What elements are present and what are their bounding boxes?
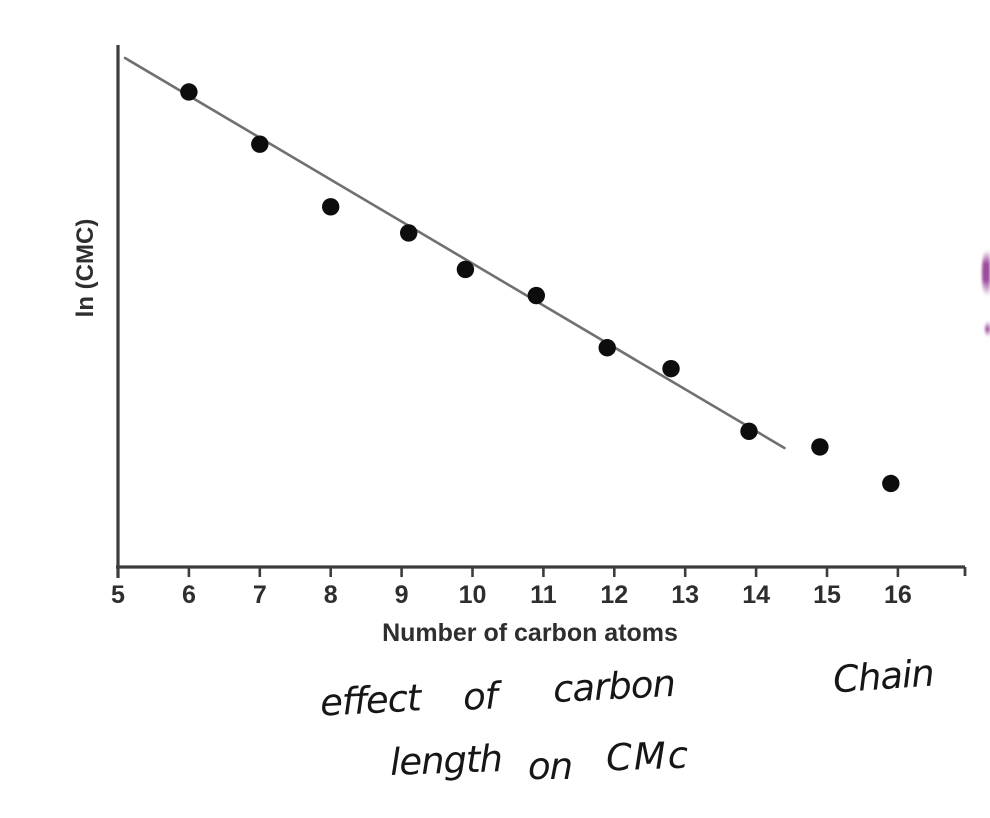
caption-word: effect bbox=[318, 676, 422, 725]
caption-word: Chain bbox=[831, 651, 936, 702]
purple-sliver-artifact bbox=[985, 321, 990, 337]
purple-sliver-artifact bbox=[982, 250, 990, 296]
x-tick-label: 10 bbox=[459, 581, 487, 609]
caption-word: on bbox=[528, 745, 573, 788]
caption-word: of bbox=[462, 674, 498, 719]
x-tick-label: 15 bbox=[813, 581, 841, 609]
x-tick-label: 14 bbox=[742, 581, 770, 609]
x-tick-label: 16 bbox=[884, 581, 912, 609]
caption-word: CMc bbox=[605, 733, 691, 780]
data-point bbox=[322, 198, 340, 216]
data-point bbox=[456, 260, 475, 279]
x-tick-label: 11 bbox=[530, 581, 557, 609]
data-point bbox=[740, 422, 758, 440]
data-point bbox=[882, 474, 900, 493]
caption-word: carbon bbox=[551, 661, 676, 712]
data-point bbox=[527, 286, 546, 305]
x-tick-label: 5 bbox=[111, 581, 125, 609]
x-tick-label: 9 bbox=[395, 581, 409, 609]
cmc-scatter-chart: 5 6 7 8 9 10 11 12 13 14 15 16 Number of carbon atom… bbox=[72, 45, 967, 647]
x-tick-label: 13 bbox=[671, 581, 699, 609]
x-tick-label: 6 bbox=[182, 581, 196, 609]
caption-word: length bbox=[389, 737, 503, 784]
data-point bbox=[598, 339, 616, 357]
data-point bbox=[180, 83, 198, 101]
data-point bbox=[399, 224, 418, 242]
x-tick-label: 7 bbox=[253, 581, 267, 609]
x-axis-label: Number of carbon atoms bbox=[382, 619, 678, 647]
data-point bbox=[662, 359, 680, 378]
x-tick-label: 8 bbox=[324, 581, 338, 609]
x-tick-label: 12 bbox=[600, 581, 628, 609]
data-point bbox=[811, 438, 829, 456]
data-point bbox=[251, 135, 269, 153]
y-axis-label: ln (CMC) bbox=[72, 219, 99, 318]
trend-line bbox=[123, 56, 786, 450]
